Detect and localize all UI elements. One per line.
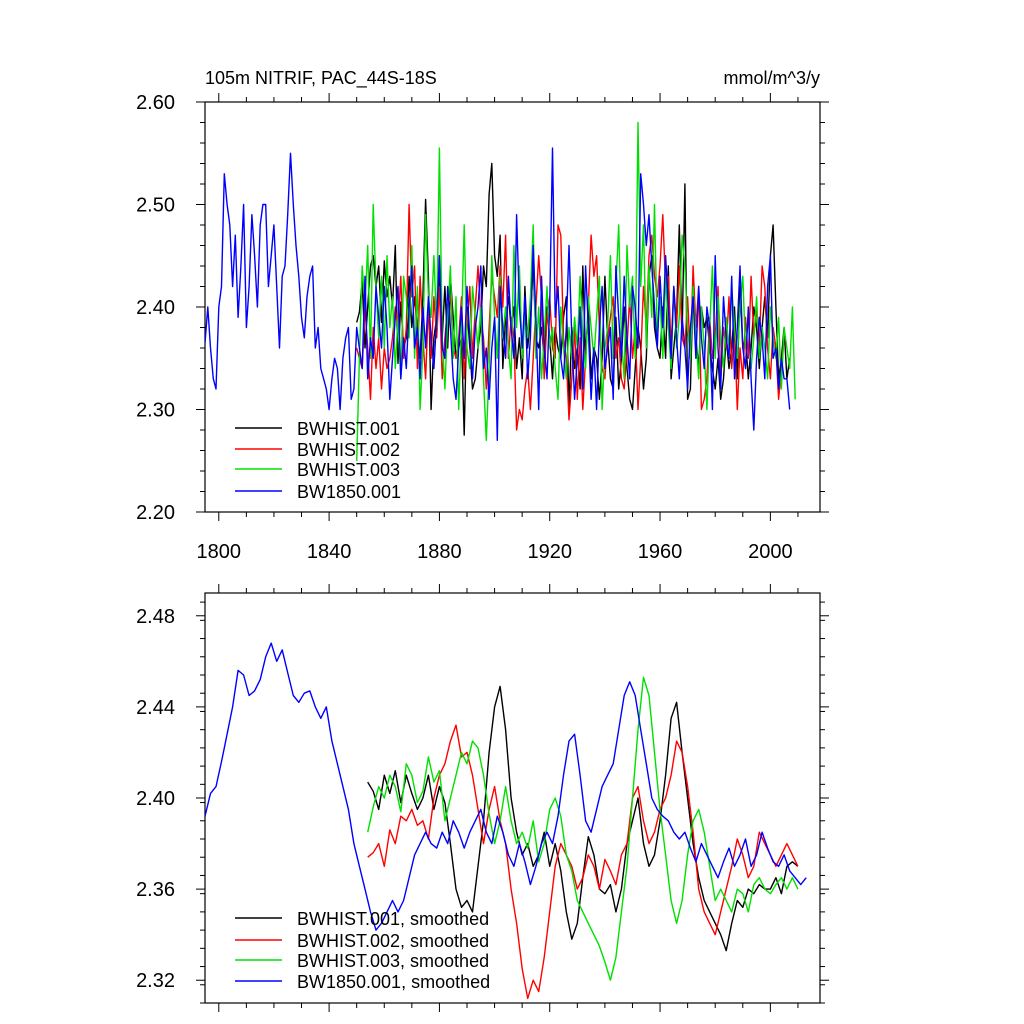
y-tick-label: 2.40 — [136, 297, 175, 319]
y-tick-label: 2.40 — [136, 788, 175, 810]
legend-label: BWHIST.003 — [297, 460, 400, 480]
y-tick-label: 2.20 — [136, 502, 175, 524]
legend-label: BW1850.001, smoothed — [297, 972, 490, 992]
y-tick-label: 2.44 — [136, 697, 175, 719]
y-tick-label: 2.60 — [136, 92, 175, 114]
x-tick-label: 1880 — [417, 541, 462, 563]
legend-label: BWHIST.001 — [297, 419, 400, 439]
legend-label: BW1850.001 — [297, 482, 401, 502]
series-line — [205, 147, 791, 441]
top-panel: 1800 1840 1880 1920 1960 2000 2.20 2.30 2.40 2.50… — [136, 68, 829, 563]
bottom-panel: 2.32 2.36 2.40 2.44 2.48 BWHIST.001, smoothed… — [136, 584, 829, 1012]
chart-title: 105m NITRIF, PAC_44S-18S — [205, 68, 437, 89]
y-tick-label: 2.32 — [136, 970, 175, 992]
y-tick-label: 2.36 — [136, 879, 175, 901]
legend-label: BWHIST.002 — [297, 440, 400, 460]
series-line — [367, 676, 799, 981]
chart-units: mmol/m^3/y — [724, 68, 820, 88]
x-tick-label: 1920 — [527, 541, 572, 563]
y-tick-label: 2.50 — [136, 195, 175, 217]
series-group — [205, 121, 796, 461]
legend-label: BWHIST.003, smoothed — [297, 951, 489, 971]
x-tick-label: 1840 — [307, 541, 352, 563]
legend-label: BWHIST.002, smoothed — [297, 931, 489, 951]
legend-label: BWHIST.001, smoothed — [297, 909, 489, 929]
x-tick-label: 2000 — [748, 541, 793, 563]
y-tick-label: 2.48 — [136, 606, 175, 628]
y-tick-label: 2.30 — [136, 400, 175, 422]
series-group — [205, 642, 807, 1000]
x-tick-label: 1960 — [638, 541, 683, 563]
x-tick-label: 1800 — [197, 541, 242, 563]
series-line — [205, 642, 807, 931]
